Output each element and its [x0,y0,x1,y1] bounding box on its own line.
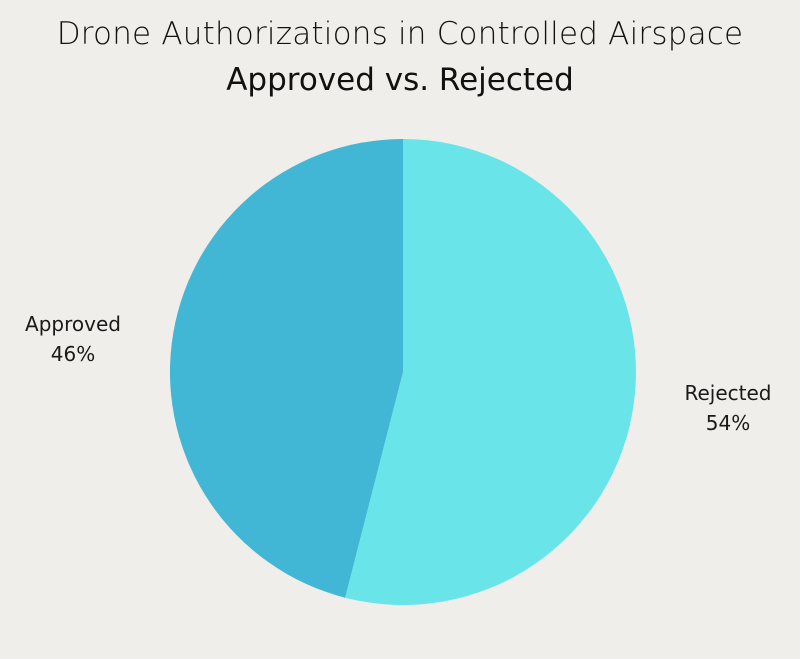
label-approved-name: Approved [25,312,121,336]
label-approved-pct: 46% [50,342,96,366]
label-rejected-name: Rejected [684,381,772,405]
pie-slice-approved [169,139,403,598]
label-approved: Approved 46% [10,309,136,369]
label-rejected: Rejected 54% [666,378,790,438]
chart-title: Drone Authorizations in Controlled Airsp… [56,16,744,52]
chart-subtitle: Approved vs. Rejected [226,62,574,98]
label-rejected-pct: 54% [705,411,751,435]
pie-slice-rejected [345,139,636,605]
